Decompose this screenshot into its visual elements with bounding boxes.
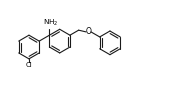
Text: NH$_2$: NH$_2$ [43, 18, 58, 28]
Text: Cl: Cl [26, 62, 32, 68]
Text: O: O [86, 27, 91, 36]
